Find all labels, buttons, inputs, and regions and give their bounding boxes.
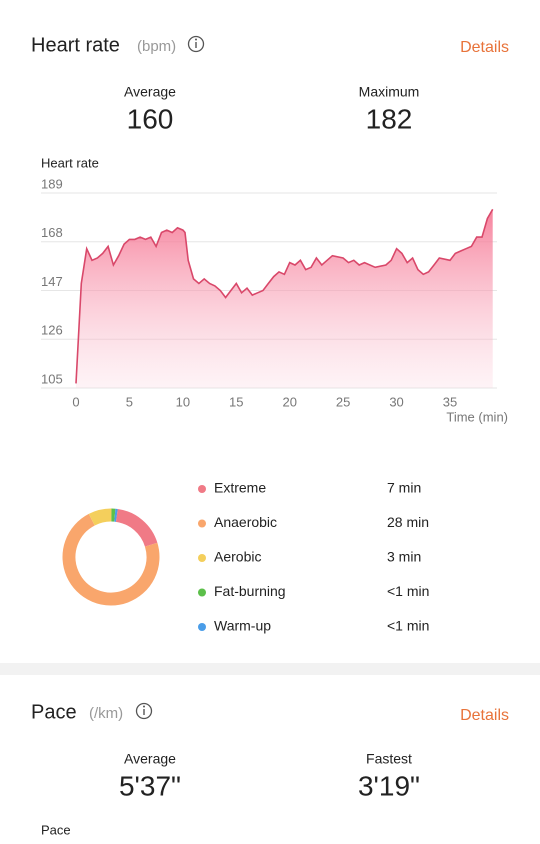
legend-dot bbox=[198, 554, 206, 562]
legend-label: Aerobic bbox=[214, 549, 261, 565]
info-icon[interactable] bbox=[135, 702, 153, 720]
y-axis-label: Heart rate bbox=[41, 155, 99, 170]
zone-duration: 7 min bbox=[387, 480, 421, 496]
legend-dot bbox=[198, 588, 206, 597]
stat-value: 160 bbox=[127, 103, 174, 134]
donut-segment bbox=[62, 513, 160, 606]
heart-rate-line bbox=[75, 208, 494, 384]
legend-dot bbox=[198, 519, 206, 528]
y-tick-label: 105 bbox=[41, 371, 63, 386]
x-tick-label: 15 bbox=[229, 394, 243, 409]
donut-segment bbox=[115, 508, 158, 547]
details-link[interactable]: Details bbox=[460, 39, 509, 56]
legend-label: Warm-up bbox=[214, 618, 271, 634]
stat-label: Average bbox=[124, 751, 176, 767]
separator bbox=[0, 663, 540, 675]
x-tick-label: 20 bbox=[282, 394, 296, 409]
unit: (bpm) bbox=[137, 38, 176, 55]
zone-duration: <1 min bbox=[387, 618, 429, 634]
x-tick-label: 10 bbox=[176, 394, 190, 409]
unit: (/km) bbox=[89, 705, 123, 722]
zone-duration: <1 min bbox=[387, 583, 429, 599]
stat-value: 3'19" bbox=[358, 770, 420, 801]
legend-dot bbox=[198, 485, 206, 493]
info-icon[interactable] bbox=[187, 35, 205, 53]
stat-label: Maximum bbox=[359, 84, 420, 100]
legend-dot bbox=[198, 623, 206, 631]
x-tick-label: 5 bbox=[126, 394, 133, 409]
legend-label: Fat-burning bbox=[214, 583, 286, 599]
x-tick-label: 30 bbox=[389, 394, 403, 409]
x-tick-label: 0 bbox=[72, 394, 79, 409]
stat-label: Average bbox=[124, 84, 176, 100]
stat-value: 182 bbox=[366, 103, 413, 134]
chart-label: Pace bbox=[41, 822, 71, 837]
y-tick-label: 126 bbox=[41, 323, 63, 338]
section-title: Heart rate bbox=[31, 34, 120, 56]
legend-label: Anaerobic bbox=[214, 514, 277, 530]
legend-label: Extreme bbox=[214, 480, 266, 496]
stat-label: Fastest bbox=[366, 751, 412, 767]
y-tick-label: 189 bbox=[41, 176, 63, 191]
donut-segment bbox=[88, 508, 112, 526]
stat-value: 5'37" bbox=[119, 770, 181, 801]
zone-duration: 28 min bbox=[387, 514, 429, 530]
area-fill bbox=[76, 209, 493, 388]
y-tick-label: 147 bbox=[41, 274, 63, 289]
zone-duration: 3 min bbox=[387, 549, 421, 565]
x-tick-label: 25 bbox=[336, 394, 350, 409]
section-title: Pace bbox=[31, 701, 77, 723]
x-axis-label: Time (min) bbox=[446, 409, 508, 424]
details-link[interactable]: Details bbox=[460, 707, 509, 724]
y-tick-label: 168 bbox=[41, 225, 63, 240]
x-tick-label: 35 bbox=[443, 394, 457, 409]
